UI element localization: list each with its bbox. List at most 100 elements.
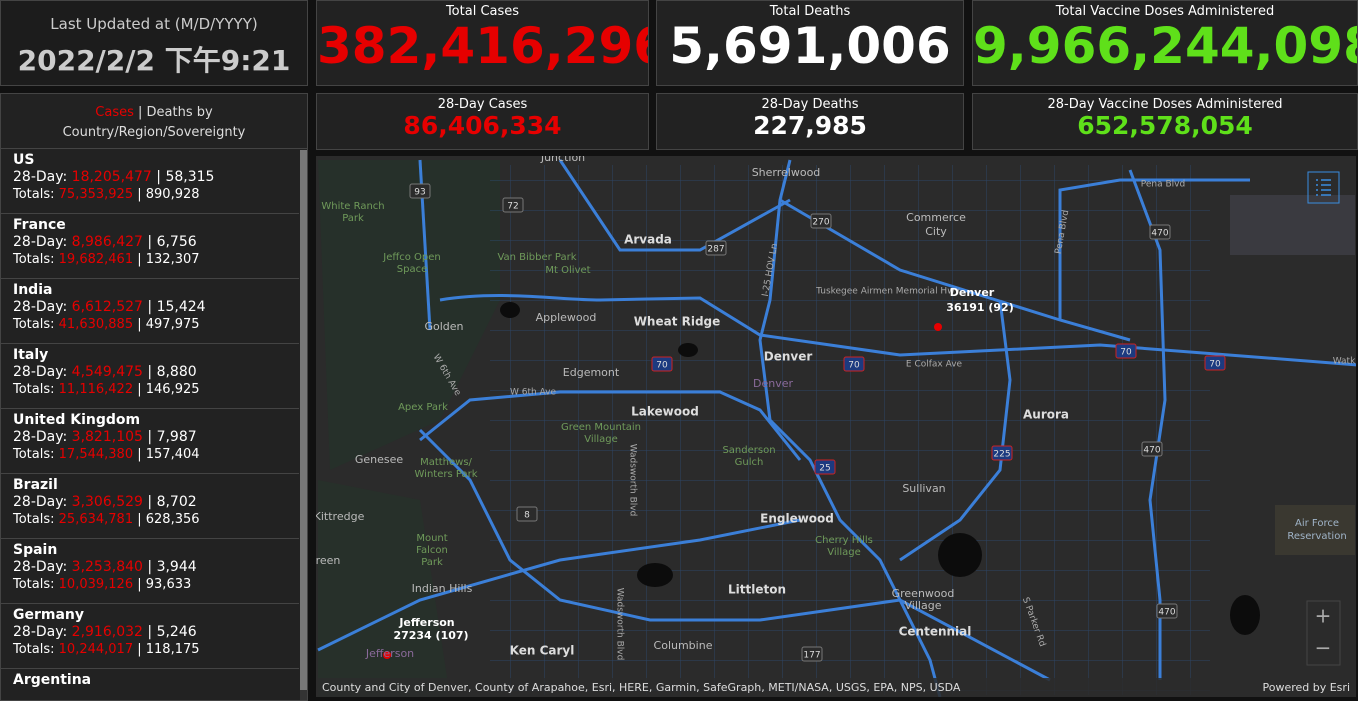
country-item[interactable]: Spain 28-Day: 3,253,840 | 3,944 Totals: 10… xyxy=(1,539,299,604)
route-shield xyxy=(991,445,1013,461)
recent-deaths: 58,315 xyxy=(165,169,215,185)
country-item[interactable]: United Kingdom 28-Day: 3,821,105 | 7,987 T… xyxy=(1,409,299,474)
recent-deaths: 28-Day Deaths 227,985 xyxy=(656,93,964,150)
route-shield xyxy=(651,356,673,372)
label: Total Deaths xyxy=(769,4,851,19)
recent-cases: 8,986,427 xyxy=(71,234,143,250)
separator: | xyxy=(137,382,142,397)
totals-row: Totals: 17,544,380 | 157,404 xyxy=(13,446,287,463)
list-header: Cases | Deaths by Country/Region/Soverei… xyxy=(1,94,307,149)
separator: | xyxy=(137,252,142,267)
recent-label: 28-Day: xyxy=(13,299,68,315)
route-shield xyxy=(705,240,727,256)
total-cases: 10,244,017 xyxy=(58,642,134,657)
case-marker[interactable] xyxy=(383,651,391,659)
legend-button[interactable] xyxy=(1307,171,1340,204)
map-label: Columbine xyxy=(654,639,713,652)
route-number: 287 xyxy=(707,245,724,255)
totals-row: Totals: 75,353,925 | 890,928 xyxy=(13,186,287,203)
route-number: 470 xyxy=(1143,446,1160,456)
totals-row: Totals: 10,244,017 | 118,175 xyxy=(13,641,287,658)
separator: | xyxy=(138,105,143,120)
label: Last Updated at (M/D/YYYY) xyxy=(50,15,258,33)
totals-row: Totals: 41,630,885 | 497,975 xyxy=(13,316,287,333)
separator: | xyxy=(147,234,153,250)
value: 86,406,334 xyxy=(403,111,562,140)
zoom-out[interactable]: − xyxy=(1315,636,1332,660)
total-deaths: 132,307 xyxy=(145,252,200,267)
map-label: Sherrelwood xyxy=(752,166,821,179)
separator: | xyxy=(147,494,153,510)
map-label: E Colfax Ave xyxy=(906,360,963,370)
route-shield xyxy=(1204,355,1226,371)
totals-label: Totals: xyxy=(13,512,55,527)
route-number: 70 xyxy=(656,361,668,371)
map-label: Sanderson xyxy=(722,445,775,456)
total-cases: 10,039,126 xyxy=(58,577,134,592)
map-label: Lakewood xyxy=(631,405,699,419)
map-label: Wadsworth Blvd xyxy=(628,444,638,517)
scrollbar[interactable] xyxy=(300,150,307,700)
country-item[interactable]: Italy 28-Day: 4,549,475 | 8,880 Totals: 11… xyxy=(1,344,299,409)
deaths-tab[interactable]: Deaths by xyxy=(146,105,213,120)
separator: | xyxy=(147,364,153,380)
route-shield xyxy=(409,183,431,199)
map-label: Denver xyxy=(950,286,995,299)
label: 28-Day Cases xyxy=(437,97,528,112)
map-label: Kittredge xyxy=(316,510,365,523)
map-label: Applewood xyxy=(536,311,597,324)
country-item[interactable]: India 28-Day: 6,612,527 | 15,424 Totals: 4… xyxy=(1,279,299,344)
district xyxy=(1230,195,1355,255)
country-name: Italy xyxy=(13,347,49,363)
reservation xyxy=(1275,505,1355,555)
country-item[interactable]: Germany 28-Day: 2,916,032 | 5,246 Totals: … xyxy=(1,604,299,669)
route-shield xyxy=(1149,224,1171,240)
country-item[interactable]: Brazil 28-Day: 3,306,529 | 8,702 Totals: 2… xyxy=(1,474,299,539)
zoom-in[interactable]: + xyxy=(1315,604,1332,628)
total-deaths: Total Deaths 5,691,006 xyxy=(656,0,964,86)
map-label: 36191 (92) xyxy=(946,301,1013,314)
map-label: Village xyxy=(584,434,618,445)
separator: | xyxy=(137,447,142,462)
map-label: Jefferson xyxy=(398,616,454,629)
map-label: 27234 (107) xyxy=(393,629,468,642)
country-name: Spain xyxy=(13,542,58,558)
recent-row: 28-Day: 3,306,529 | 8,702 xyxy=(13,494,287,511)
label: 28-Day Deaths xyxy=(761,97,859,112)
map-label: Village xyxy=(905,599,942,612)
route-number: 25 xyxy=(819,464,830,474)
totals-label: Totals: xyxy=(13,447,55,462)
map-label: Englewood xyxy=(760,512,834,526)
country-item[interactable]: US 28-Day: 18,205,477 | 58,315 Totals: 75,… xyxy=(1,149,299,214)
separator: | xyxy=(156,169,162,185)
map-label: Sullivan xyxy=(902,482,945,495)
map[interactable]: County and City of Denver, County of Ara… xyxy=(316,156,1356,697)
separator: | xyxy=(147,299,153,315)
route-number: 93 xyxy=(414,188,425,198)
case-marker[interactable] xyxy=(934,323,942,331)
separator: | xyxy=(137,642,142,657)
scroll-thumb[interactable] xyxy=(300,150,307,690)
country-item[interactable]: Argentina xyxy=(1,669,299,700)
powered-by: Powered by Esri xyxy=(1262,681,1350,694)
recent-label: 28-Day: xyxy=(13,169,68,185)
map-label: White Ranch xyxy=(321,201,384,212)
value: 382,416,296 xyxy=(317,17,649,75)
recent-cases: 3,253,840 xyxy=(71,559,143,575)
cases-tab[interactable]: Cases xyxy=(95,105,134,120)
recent-deaths: 8,880 xyxy=(156,364,197,380)
country-item[interactable]: France 28-Day: 8,986,427 | 6,756 Totals: 1… xyxy=(1,214,299,279)
total-deaths: 93,633 xyxy=(145,577,192,592)
country-name: Argentina xyxy=(13,672,92,688)
country-name: United Kingdom xyxy=(13,412,141,428)
map-label: Ken Caryl xyxy=(510,644,575,658)
map-label: Reservation xyxy=(1287,531,1346,542)
recent-row: 28-Day: 2,916,032 | 5,246 xyxy=(13,624,287,641)
map-label: Greenwood xyxy=(892,587,955,600)
recent-deaths: 7,987 xyxy=(156,429,197,445)
recent-row: 28-Day: 4,549,475 | 8,880 xyxy=(13,364,287,381)
map-label: Denver xyxy=(753,377,793,390)
map-label: Space xyxy=(397,264,427,275)
separator: | xyxy=(137,317,142,332)
